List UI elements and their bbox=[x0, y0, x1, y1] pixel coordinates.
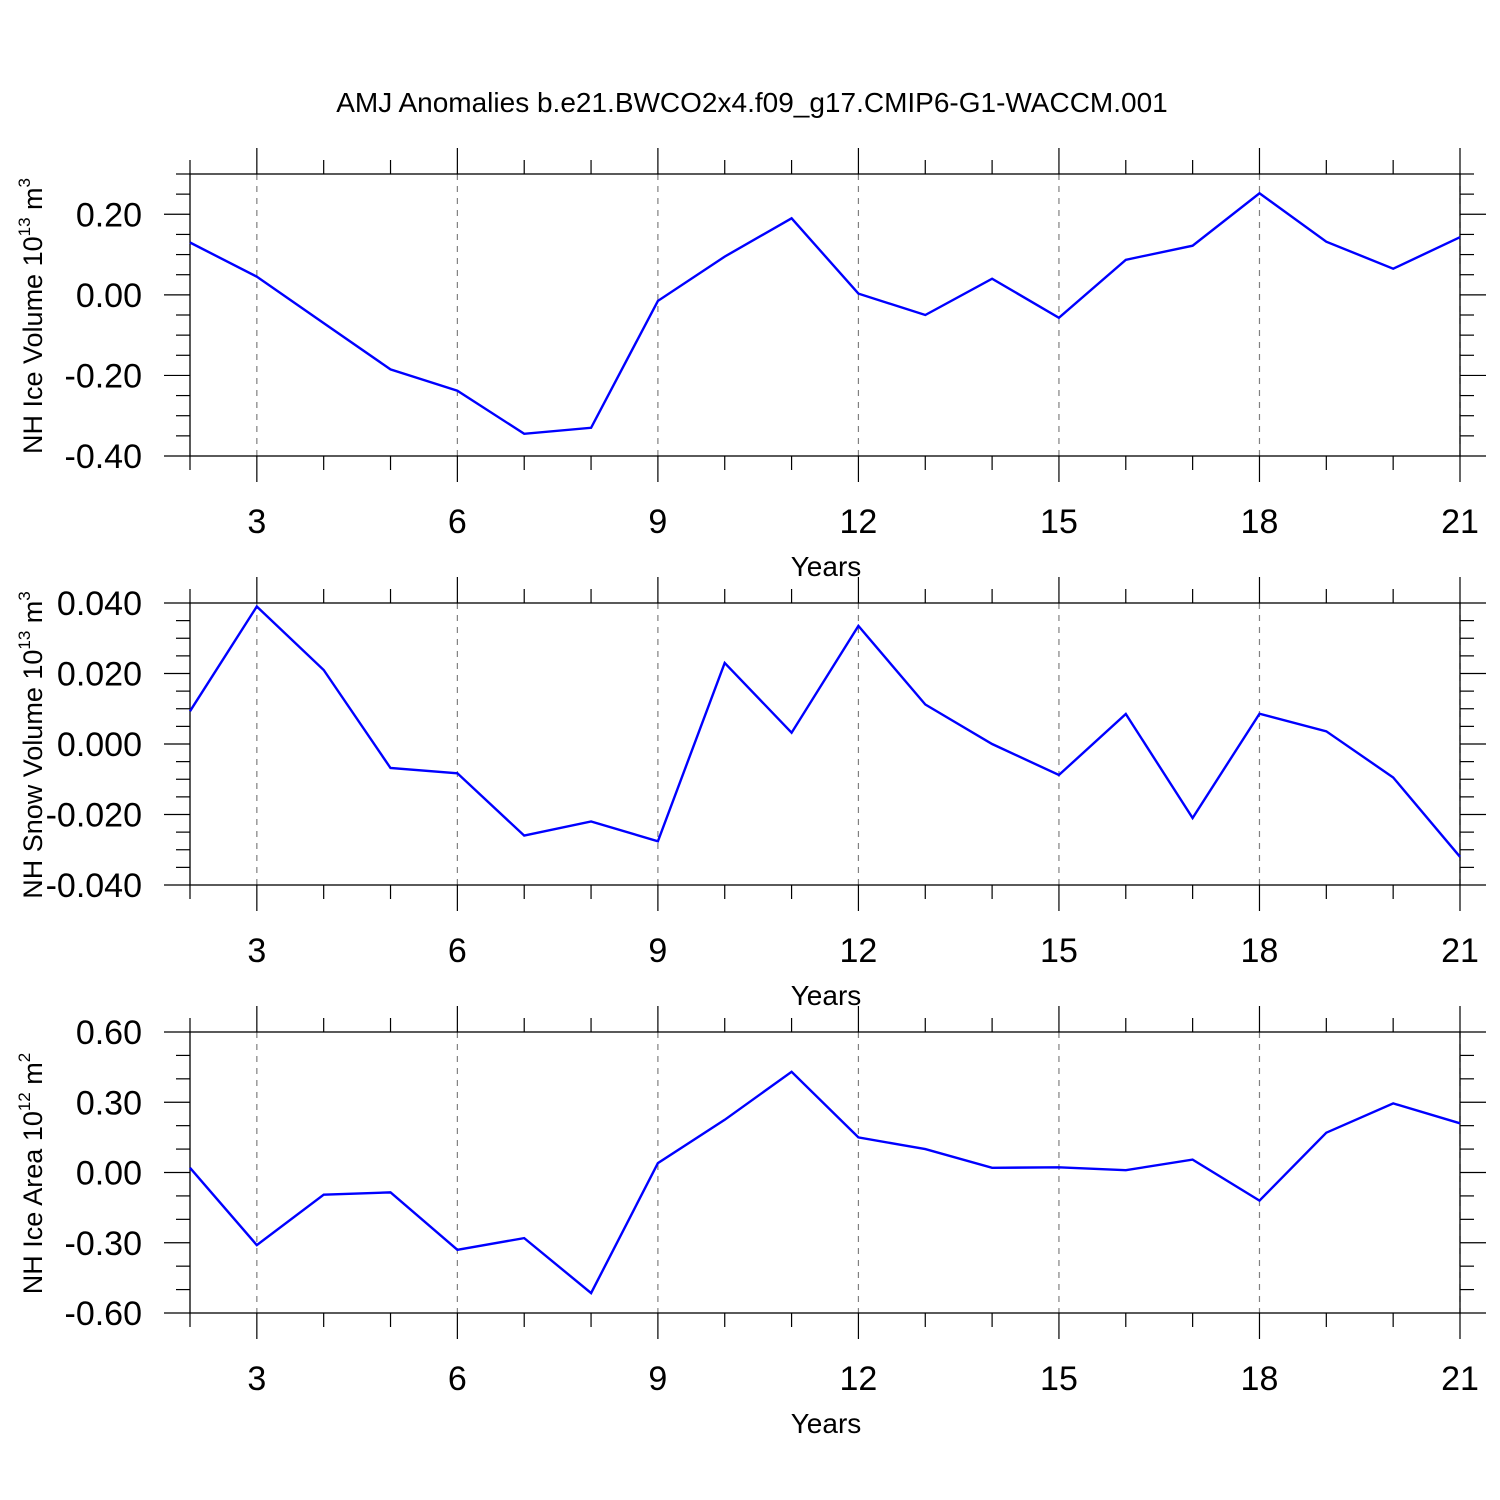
y-tick-label: 0.30 bbox=[76, 1084, 142, 1122]
chart-panel-3: 3 6 9 12 15 18 21 -0.60 -0.30 0.00 0.30 0.60 Years NH… bbox=[15, 1006, 1486, 1439]
y-axis-label: NH Snow Volume 1013 m3 bbox=[15, 591, 48, 899]
y-axis-label: NH Ice Volume 1013 m3 bbox=[15, 178, 48, 454]
x-tick-label: 3 bbox=[247, 503, 266, 541]
x-tick-label: 21 bbox=[1441, 1360, 1479, 1398]
x-axis-label: Years bbox=[791, 551, 862, 582]
y-tick-label: -0.020 bbox=[46, 797, 142, 835]
series-line bbox=[189, 1070, 1461, 1295]
x-tick-label: 6 bbox=[448, 932, 467, 970]
x-axis-label: Years bbox=[791, 1408, 862, 1439]
x-tick-label: 18 bbox=[1241, 503, 1279, 541]
x-tick-label: 6 bbox=[448, 1360, 467, 1398]
y-tick-label: 0.000 bbox=[57, 726, 142, 764]
x-tick-label: 6 bbox=[448, 503, 467, 541]
y-tick-label: -0.40 bbox=[65, 438, 143, 476]
x-tick-label: 12 bbox=[840, 503, 878, 541]
y-tick-label: 0.60 bbox=[76, 1014, 142, 1052]
y-tick-label: -0.20 bbox=[65, 357, 143, 395]
x-tick-label: 3 bbox=[247, 932, 266, 970]
y-tick-label: 0.00 bbox=[76, 277, 142, 315]
y-tick-label: -0.30 bbox=[65, 1225, 143, 1263]
x-axis-label: Years bbox=[791, 980, 862, 1011]
x-tick-label: 3 bbox=[247, 1360, 266, 1398]
y-tick-label: -0.60 bbox=[65, 1295, 143, 1333]
x-tick-label: 18 bbox=[1241, 1360, 1279, 1398]
x-tick-label: 15 bbox=[1040, 1360, 1078, 1398]
chart-title: AMJ Anomalies b.e21.BWCO2x4.f09_g17.CMIP… bbox=[336, 87, 1168, 118]
x-tick-label: 21 bbox=[1441, 503, 1479, 541]
chart-panel-1: 3 6 9 12 15 18 21 -0.40 -0.20 0.00 0.20 Years NH Ice… bbox=[15, 148, 1486, 582]
y-tick-label: -0.040 bbox=[46, 867, 142, 905]
y-tick-label: 0.020 bbox=[57, 656, 142, 694]
x-tick-label: 12 bbox=[840, 1360, 878, 1398]
x-tick-label: 9 bbox=[648, 503, 667, 541]
x-tick-label: 9 bbox=[648, 932, 667, 970]
y-tick-label: 0.040 bbox=[57, 585, 142, 623]
series-line bbox=[189, 191, 1461, 436]
x-tick-label: 18 bbox=[1241, 932, 1279, 970]
x-tick-label: 9 bbox=[648, 1360, 667, 1398]
chart-panel-2: 3 6 9 12 15 18 21 -0.040 -0.020 0.000 0.020 0.040 Ye… bbox=[15, 577, 1486, 1011]
series-line bbox=[188, 604, 1461, 858]
y-tick-label: 0.00 bbox=[76, 1155, 142, 1193]
x-tick-label: 21 bbox=[1441, 932, 1479, 970]
x-tick-label: 12 bbox=[840, 932, 878, 970]
y-axis-label: NH Ice Area 1012 m2 bbox=[15, 1053, 48, 1294]
x-tick-label: 15 bbox=[1040, 503, 1078, 541]
x-tick-label: 15 bbox=[1040, 932, 1078, 970]
y-tick-label: 0.20 bbox=[76, 196, 142, 234]
